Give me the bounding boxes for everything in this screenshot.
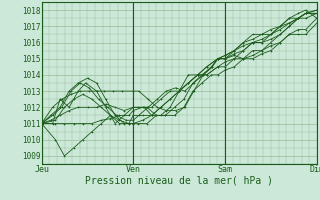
X-axis label: Pression niveau de la mer( hPa ): Pression niveau de la mer( hPa ) xyxy=(85,176,273,186)
